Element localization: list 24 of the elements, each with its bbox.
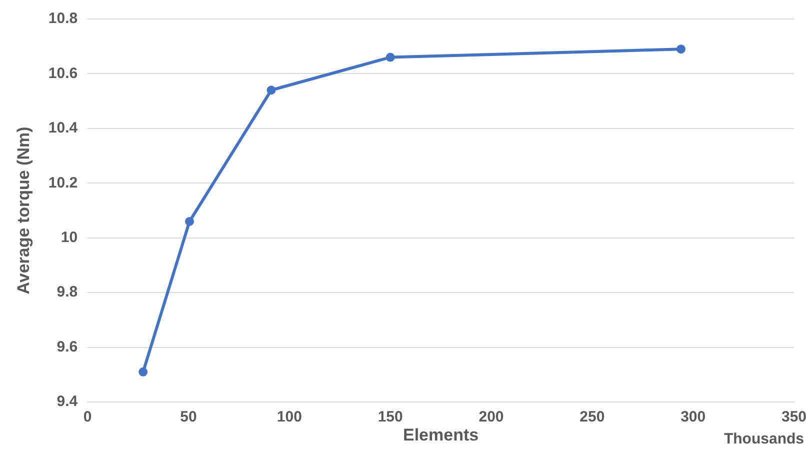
x-tick-label: 150 (378, 408, 403, 426)
x-tick-label: 0 (83, 408, 92, 426)
y-tick-label: 10.2 (48, 174, 78, 192)
y-tick-label: 10.6 (48, 64, 78, 82)
point (266, 86, 276, 95)
point (138, 367, 148, 376)
point (676, 44, 686, 54)
x-axis-title: Elements (403, 425, 479, 444)
y-axis-title: Average torque (Nm) (14, 126, 33, 294)
y-tick-label: 9.8 (56, 284, 78, 301)
text: Thousands (724, 430, 804, 448)
point (185, 216, 194, 226)
y-tick-label: 9.6 (56, 338, 78, 356)
x-tick-label: 250 (580, 408, 605, 426)
y-tick-label: 10.8 (48, 10, 78, 28)
point (386, 52, 395, 62)
x-tick-label: 100 (276, 408, 302, 426)
y-tick-label: 10 (60, 229, 78, 246)
x-tick-label: 200 (478, 408, 504, 426)
y-tick-label: 9.4 (56, 393, 78, 410)
y-tick-label: 10.4 (48, 120, 78, 137)
x-tick-label: 50 (180, 408, 197, 426)
x-tick-label: 350 (781, 408, 806, 426)
x-tick-label: 300 (680, 408, 706, 426)
